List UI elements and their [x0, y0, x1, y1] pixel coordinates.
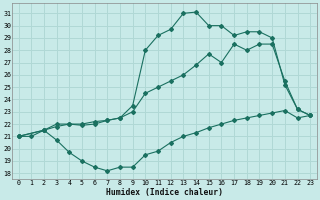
X-axis label: Humidex (Indice chaleur): Humidex (Indice chaleur) — [106, 188, 223, 197]
